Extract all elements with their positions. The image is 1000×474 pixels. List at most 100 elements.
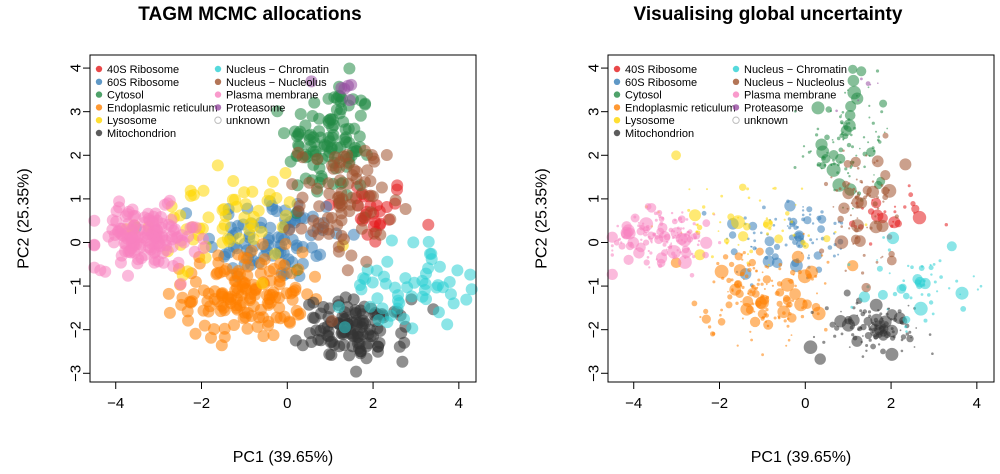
legend-label: unknown xyxy=(226,115,270,127)
data-point xyxy=(247,233,260,245)
data-point xyxy=(760,316,765,321)
data-point xyxy=(881,255,884,258)
data-point xyxy=(865,344,869,347)
scatter-plot-uncertainty: −4 −2 0 2 4 −3 −2 −1 0 1 2 3 4 PC1 (39.65%) PC2 (25.35… xyxy=(534,54,995,466)
data-point xyxy=(777,316,781,320)
legend-swatch xyxy=(613,117,621,124)
data-point xyxy=(749,290,753,294)
data-point xyxy=(751,284,756,289)
data-point xyxy=(701,314,711,324)
data-point xyxy=(862,136,866,139)
data-point xyxy=(837,253,840,256)
data-point xyxy=(839,161,842,164)
data-point xyxy=(347,293,360,306)
data-point xyxy=(876,219,889,233)
data-point xyxy=(710,331,716,337)
data-point xyxy=(856,193,861,198)
data-point xyxy=(606,231,618,243)
data-point xyxy=(880,257,882,259)
legend-label: Nucleus − Chromatin xyxy=(744,64,847,76)
data-point xyxy=(121,208,134,221)
data-point xyxy=(886,255,897,266)
data-point xyxy=(960,306,967,312)
data-point xyxy=(238,211,251,224)
data-point xyxy=(760,294,764,298)
data-point xyxy=(851,333,855,337)
data-point xyxy=(850,305,854,309)
data-point xyxy=(817,214,827,224)
data-point xyxy=(727,213,735,221)
data-point xyxy=(256,277,269,290)
data-point xyxy=(864,223,868,227)
data-point xyxy=(860,311,866,317)
data-point xyxy=(380,201,393,213)
data-point xyxy=(241,322,254,335)
data-point xyxy=(803,216,812,225)
data-point xyxy=(274,258,287,270)
data-point xyxy=(406,322,419,335)
data-point xyxy=(380,149,393,161)
data-point xyxy=(768,220,773,225)
data-point xyxy=(885,347,899,361)
data-point xyxy=(752,266,756,270)
data-point xyxy=(610,253,614,257)
data-point xyxy=(832,159,835,162)
data-point xyxy=(205,331,217,344)
data-point xyxy=(198,319,211,332)
data-point xyxy=(842,180,850,188)
data-point xyxy=(788,304,791,308)
data-point xyxy=(770,279,774,282)
data-point xyxy=(749,249,754,254)
data-point xyxy=(753,239,757,243)
data-point xyxy=(784,200,796,212)
data-point xyxy=(166,233,179,246)
data-point xyxy=(765,217,769,220)
data-point xyxy=(233,232,245,245)
data-point xyxy=(892,220,895,223)
data-point xyxy=(856,167,860,170)
data-point xyxy=(391,179,404,192)
data-point xyxy=(202,211,215,224)
data-point xyxy=(881,186,890,195)
data-point xyxy=(220,263,233,275)
data-point xyxy=(856,314,859,317)
data-point xyxy=(865,194,868,198)
data-point xyxy=(955,279,959,283)
data-point xyxy=(755,270,758,272)
data-point xyxy=(747,267,752,273)
data-point xyxy=(743,216,747,220)
data-point xyxy=(263,265,276,278)
data-point xyxy=(240,283,253,296)
data-point xyxy=(398,336,411,349)
data-point xyxy=(888,216,901,229)
data-point xyxy=(678,255,692,269)
data-point xyxy=(697,239,701,243)
data-point xyxy=(688,188,691,191)
data-point xyxy=(839,115,842,119)
data-point xyxy=(263,288,276,301)
data-point xyxy=(337,233,350,246)
data-point xyxy=(418,284,431,296)
data-point xyxy=(256,238,269,251)
data-point xyxy=(376,302,389,315)
data-point xyxy=(712,280,716,284)
data-point xyxy=(731,215,745,230)
data-point xyxy=(794,284,797,288)
data-point xyxy=(702,219,711,228)
x-tick-label: 4 xyxy=(455,395,463,412)
data-point xyxy=(88,238,101,251)
data-point xyxy=(754,247,757,250)
data-point xyxy=(868,116,871,119)
legend-label: Nucleus − Chromatin xyxy=(226,64,329,76)
data-point xyxy=(157,246,169,259)
data-point xyxy=(766,324,770,328)
data-point xyxy=(863,316,873,326)
data-point xyxy=(422,235,435,248)
points-layer xyxy=(606,64,983,365)
data-point xyxy=(831,139,834,141)
data-point xyxy=(283,196,296,209)
data-point xyxy=(318,140,331,153)
data-point xyxy=(722,254,729,260)
data-point xyxy=(255,225,268,238)
data-point xyxy=(848,182,851,185)
